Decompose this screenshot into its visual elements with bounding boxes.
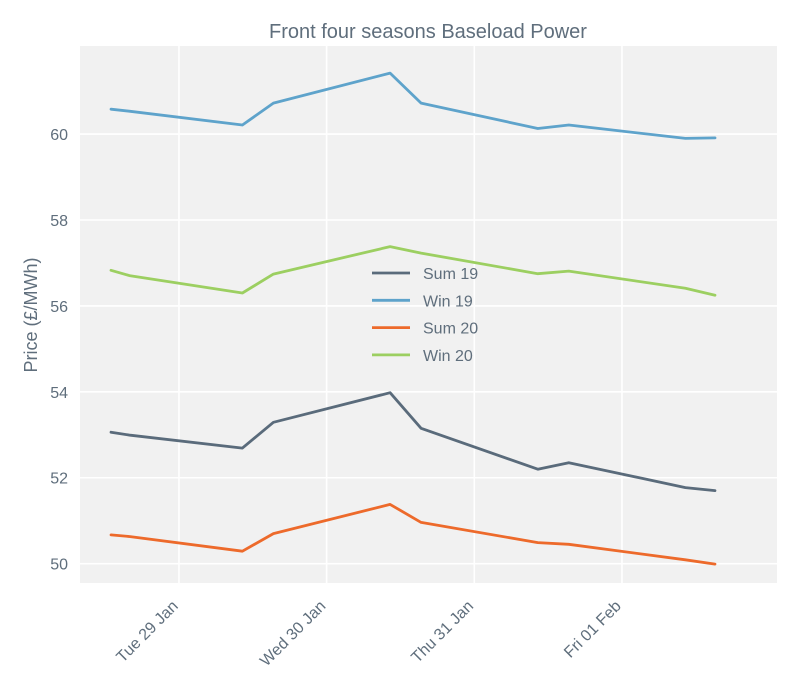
series-line-sum-19 xyxy=(109,391,717,493)
x-axis-ticks: Tue 29 Jan Wed 30 Jan Thu 31 Jan Fri 01 Feb xyxy=(114,598,625,670)
legend-label: Win 20 xyxy=(423,348,473,365)
x-tick-label: Tue 29 Jan xyxy=(114,598,182,666)
series-lines xyxy=(109,71,717,566)
series-line-win-20 xyxy=(109,245,717,297)
x-tick-label: Fri 01 Feb xyxy=(561,598,625,662)
legend-label: Sum 20 xyxy=(423,321,478,338)
legend-label: Win 19 xyxy=(423,293,473,310)
chart-title: Front four seasons Baseload Power xyxy=(269,21,587,43)
y-axis-label: Price (£/MWh) xyxy=(21,257,41,372)
y-tick-label: 56 xyxy=(50,299,68,316)
grid-lines xyxy=(80,46,777,583)
y-tick-label: 58 xyxy=(50,213,68,230)
x-tick-label: Thu 31 Jan xyxy=(408,598,477,667)
y-tick-label: 52 xyxy=(50,471,68,488)
plot-area xyxy=(80,46,777,583)
y-axis-ticks: 50 52 54 56 58 60 xyxy=(50,127,68,574)
y-tick-label: 60 xyxy=(50,127,68,144)
series-line-sum-20 xyxy=(109,502,717,566)
x-tick-label: Wed 30 Jan xyxy=(257,598,329,670)
y-tick-label: 50 xyxy=(50,557,68,574)
legend-label: Sum 19 xyxy=(423,266,478,283)
y-tick-label: 54 xyxy=(50,385,68,402)
series-line-win-19 xyxy=(109,71,717,140)
legend: Sum 19 Win 19 Sum 20 Win 20 xyxy=(372,266,478,365)
